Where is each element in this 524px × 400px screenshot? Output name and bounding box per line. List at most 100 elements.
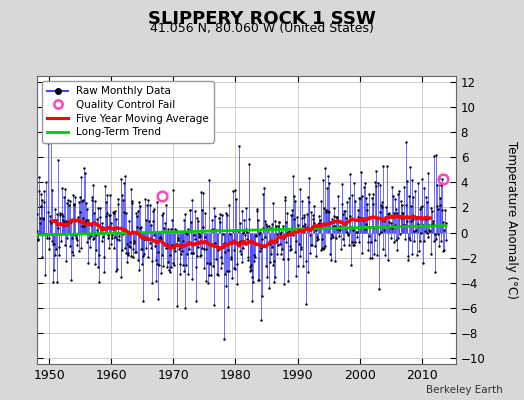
Point xyxy=(123,259,131,265)
Point xyxy=(359,217,367,224)
Point xyxy=(397,198,405,204)
Text: SLIPPERY ROCK 1 SSW: SLIPPERY ROCK 1 SSW xyxy=(148,10,376,28)
Point xyxy=(397,202,406,208)
Point xyxy=(431,269,439,275)
Point xyxy=(256,229,264,236)
Point xyxy=(287,212,295,218)
Point xyxy=(432,182,441,189)
Point xyxy=(225,202,233,209)
Point xyxy=(269,200,277,206)
Point xyxy=(249,279,257,285)
Point xyxy=(318,236,326,243)
Point xyxy=(135,199,144,205)
Point xyxy=(156,235,164,242)
Point xyxy=(91,198,99,204)
Point xyxy=(55,252,63,258)
Point xyxy=(233,281,241,288)
Point xyxy=(199,224,207,231)
Point xyxy=(35,173,43,180)
Point xyxy=(367,194,376,201)
Point xyxy=(169,260,178,266)
Point xyxy=(363,201,372,208)
Point xyxy=(103,235,112,242)
Point xyxy=(276,241,285,247)
Point xyxy=(78,223,86,229)
Point xyxy=(239,217,248,224)
Point xyxy=(147,258,156,264)
Point xyxy=(149,208,157,215)
Point xyxy=(226,238,234,245)
Point xyxy=(422,194,431,200)
Point xyxy=(254,217,262,223)
Point xyxy=(179,238,187,244)
Point xyxy=(379,163,388,170)
Point xyxy=(77,244,85,251)
Point xyxy=(403,252,412,259)
Point xyxy=(49,241,57,247)
Point xyxy=(356,169,365,176)
Point xyxy=(81,219,90,226)
Point xyxy=(412,214,421,220)
Point xyxy=(386,224,395,230)
Point xyxy=(356,194,364,201)
Point xyxy=(214,272,223,278)
Point xyxy=(56,212,64,218)
Point xyxy=(68,235,76,242)
Point xyxy=(52,216,60,223)
Point xyxy=(229,228,237,234)
Point xyxy=(138,252,147,259)
Point xyxy=(128,198,137,204)
Point xyxy=(430,238,439,244)
Point xyxy=(411,188,419,194)
Point xyxy=(122,210,130,216)
Point xyxy=(296,253,304,259)
Point xyxy=(353,234,361,240)
Point xyxy=(124,250,133,256)
Point xyxy=(172,228,181,234)
Point xyxy=(137,246,145,252)
Point xyxy=(315,212,323,219)
Point xyxy=(410,228,418,234)
Point xyxy=(178,248,187,254)
Point xyxy=(193,218,202,224)
Point xyxy=(360,184,368,190)
Point xyxy=(168,241,177,248)
Point xyxy=(180,268,188,275)
Point xyxy=(36,215,45,222)
Point xyxy=(317,198,325,204)
Point xyxy=(262,221,270,227)
Point xyxy=(434,175,443,181)
Point xyxy=(211,240,219,246)
Point xyxy=(255,230,264,237)
Point xyxy=(70,201,78,207)
Point xyxy=(407,218,416,224)
Point xyxy=(425,222,433,228)
Point xyxy=(361,226,369,232)
Point xyxy=(111,208,119,214)
Point xyxy=(59,213,67,219)
Point xyxy=(385,219,393,225)
Point xyxy=(97,226,105,233)
Point xyxy=(429,221,437,227)
Point xyxy=(213,271,222,278)
Point xyxy=(210,205,219,211)
Point xyxy=(244,254,253,261)
Point xyxy=(234,239,243,245)
Point xyxy=(430,153,438,159)
Point xyxy=(294,241,303,248)
Point xyxy=(168,217,176,224)
Point xyxy=(248,298,257,304)
Point xyxy=(254,276,263,283)
Point xyxy=(79,215,88,221)
Point xyxy=(296,186,304,192)
Point xyxy=(46,213,54,219)
Point xyxy=(223,246,232,253)
Point xyxy=(37,203,45,209)
Point xyxy=(297,244,305,250)
Point xyxy=(337,246,345,252)
Point xyxy=(82,217,91,224)
Point xyxy=(227,254,235,260)
Point xyxy=(170,262,178,268)
Point xyxy=(373,215,381,221)
Point xyxy=(185,246,193,252)
